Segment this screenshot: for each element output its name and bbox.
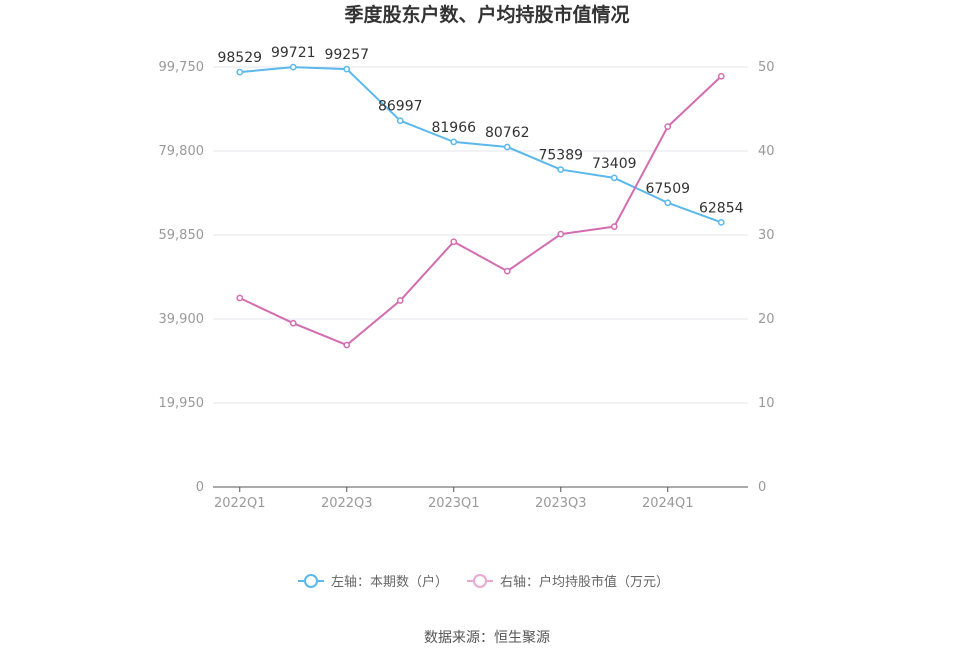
data-label: 73409 xyxy=(592,156,637,172)
data-label: 80762 xyxy=(485,125,530,141)
data-point xyxy=(450,138,458,146)
series-line-2 xyxy=(239,75,722,347)
data-point xyxy=(289,319,297,327)
legend-marker-icon xyxy=(304,574,318,588)
y-right-tick-label: 40 xyxy=(758,144,775,159)
data-label: 75389 xyxy=(538,148,583,164)
legend-marker-icon xyxy=(473,574,487,588)
x-tick-label: 2024Q1 xyxy=(642,496,694,511)
data-point xyxy=(557,230,565,238)
data-point xyxy=(396,297,404,304)
series-layer: 98529 99721 99257 86997 81966 80762 75389 73409… xyxy=(217,45,744,349)
data-point xyxy=(610,223,618,230)
axes: 0 0 19,950 10 39,900 20 59,850 30 79,800 40 99,750… xyxy=(159,60,775,511)
data-point xyxy=(343,65,351,73)
x-tick-label: 2023Q1 xyxy=(428,496,480,511)
y-right-tick-label: 10 xyxy=(758,396,775,411)
data-point xyxy=(717,219,725,226)
data-point xyxy=(343,341,351,349)
data-point xyxy=(450,238,458,246)
series-line-1 xyxy=(239,66,722,224)
data-point xyxy=(236,294,244,302)
data-point xyxy=(717,72,725,80)
x-tick-label: 2022Q3 xyxy=(321,496,373,511)
legend[interactable]: 左轴：本期数（户） 右轴：户均持股市值（万元） xyxy=(298,574,669,590)
data-point xyxy=(396,117,404,125)
y-left-tick-label: 19,950 xyxy=(159,396,205,411)
data-point xyxy=(664,199,672,207)
data-point xyxy=(503,143,511,151)
x-tick-label: 2023Q3 xyxy=(535,496,587,511)
y-left-tick-label: 79,800 xyxy=(159,144,205,159)
y-right-tick-label: 50 xyxy=(758,60,775,75)
legend-label: 左轴：本期数（户） xyxy=(331,574,448,590)
y-right-tick-label: 20 xyxy=(758,312,775,327)
data-label: 67509 xyxy=(645,181,690,197)
y-left-tick-label: 0 xyxy=(196,480,204,495)
legend-label: 右轴：户均持股市值（万元） xyxy=(500,574,669,590)
y-right-tick-label: 0 xyxy=(758,480,766,495)
y-right-tick-label: 30 xyxy=(758,228,775,243)
grid xyxy=(213,66,748,404)
data-label: 99257 xyxy=(324,47,369,63)
data-label: 99721 xyxy=(271,45,316,61)
data-label: 62854 xyxy=(699,200,744,216)
y-left-tick-label: 59,850 xyxy=(159,228,205,243)
chart-title: 季度股东户数、户均持股市值情况 xyxy=(344,3,629,26)
source-note: 数据来源：恒生聚源 xyxy=(424,630,550,646)
data-point xyxy=(664,123,672,130)
data-label: 81966 xyxy=(431,120,476,136)
data-point xyxy=(289,63,297,71)
data-label: 98529 xyxy=(217,50,262,66)
y-left-tick-label: 39,900 xyxy=(159,312,205,327)
y-left-tick-label: 99,750 xyxy=(159,60,205,75)
data-point xyxy=(610,174,618,182)
data-label: 86997 xyxy=(378,99,423,115)
data-point xyxy=(236,68,244,76)
x-tick-label: 2022Q1 xyxy=(214,496,266,511)
data-point xyxy=(503,267,511,275)
data-point xyxy=(557,166,565,173)
